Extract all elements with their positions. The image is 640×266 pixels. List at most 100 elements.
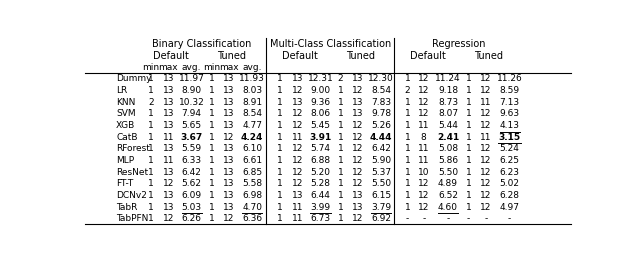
Text: 1: 1	[148, 121, 154, 130]
Text: 13: 13	[291, 74, 303, 83]
Text: 13: 13	[223, 179, 234, 188]
Text: 2.41: 2.41	[437, 133, 459, 142]
Text: 12: 12	[480, 156, 492, 165]
Text: 1: 1	[337, 202, 343, 211]
Text: 5.62: 5.62	[182, 179, 202, 188]
Text: 5.50: 5.50	[371, 179, 391, 188]
Text: 12: 12	[480, 109, 492, 118]
Text: 6.85: 6.85	[242, 168, 262, 177]
Text: 1: 1	[277, 133, 283, 142]
Text: 1: 1	[465, 202, 471, 211]
Text: 12: 12	[352, 133, 364, 142]
Text: 12.30: 12.30	[368, 74, 394, 83]
Text: 13: 13	[223, 202, 234, 211]
Text: 6.28: 6.28	[500, 191, 520, 200]
Text: 5.59: 5.59	[182, 144, 202, 153]
Text: 1: 1	[465, 133, 471, 142]
Text: 13: 13	[291, 191, 303, 200]
Text: KNN: KNN	[116, 98, 136, 107]
Text: 13: 13	[223, 121, 234, 130]
Text: 12: 12	[480, 121, 492, 130]
Text: 13: 13	[163, 121, 174, 130]
Text: 1: 1	[148, 214, 154, 223]
Text: 1: 1	[277, 214, 283, 223]
Text: 8.54: 8.54	[242, 109, 262, 118]
Text: 12: 12	[292, 144, 303, 153]
Text: 13: 13	[223, 168, 234, 177]
Text: 13: 13	[163, 191, 174, 200]
Text: 1: 1	[209, 98, 214, 107]
Text: 13: 13	[163, 202, 174, 211]
Text: 1: 1	[465, 191, 471, 200]
Text: Default: Default	[282, 51, 318, 61]
Text: 12: 12	[418, 109, 429, 118]
Text: 1: 1	[337, 109, 343, 118]
Text: 13: 13	[223, 156, 234, 165]
Text: 12: 12	[480, 179, 492, 188]
Text: 2: 2	[337, 74, 343, 83]
Text: 3.67: 3.67	[180, 133, 203, 142]
Text: 13: 13	[223, 74, 234, 83]
Text: 12: 12	[480, 191, 492, 200]
Text: 12: 12	[352, 168, 364, 177]
Text: 6.88: 6.88	[310, 156, 331, 165]
Text: 5.45: 5.45	[310, 121, 331, 130]
Text: 5.58: 5.58	[242, 179, 262, 188]
Text: 8.06: 8.06	[310, 109, 331, 118]
Text: 1: 1	[404, 109, 410, 118]
Text: 5.26: 5.26	[371, 121, 391, 130]
Text: Default: Default	[410, 51, 445, 61]
Text: 1: 1	[277, 86, 283, 95]
Text: 6.25: 6.25	[500, 156, 520, 165]
Text: 1: 1	[148, 179, 154, 188]
Text: 11.26: 11.26	[497, 74, 522, 83]
Text: MLP: MLP	[116, 156, 134, 165]
Text: 12: 12	[480, 86, 492, 95]
Text: 1: 1	[209, 214, 214, 223]
Text: 13: 13	[163, 74, 174, 83]
Text: 5.08: 5.08	[438, 144, 458, 153]
Text: 11: 11	[480, 98, 492, 107]
Text: 4.13: 4.13	[500, 121, 520, 130]
Text: 6.26: 6.26	[182, 214, 202, 223]
Text: 10.32: 10.32	[179, 98, 204, 107]
Text: 13: 13	[223, 109, 234, 118]
Text: RForest: RForest	[116, 144, 150, 153]
Text: 1: 1	[148, 156, 154, 165]
Text: 1: 1	[465, 168, 471, 177]
Text: 5.02: 5.02	[500, 179, 520, 188]
Text: 13: 13	[223, 144, 234, 153]
Text: 5.03: 5.03	[182, 202, 202, 211]
Text: 5.90: 5.90	[371, 156, 391, 165]
Text: 1: 1	[404, 202, 410, 211]
Text: 12: 12	[352, 86, 364, 95]
Text: TabR: TabR	[116, 202, 138, 211]
Text: max: max	[219, 63, 239, 72]
Text: 10: 10	[418, 168, 429, 177]
Text: 11: 11	[291, 202, 303, 211]
Text: 8.54: 8.54	[371, 86, 391, 95]
Text: 5.86: 5.86	[438, 156, 458, 165]
Text: 12: 12	[292, 86, 303, 95]
Text: 1: 1	[148, 74, 154, 83]
Text: 4.24: 4.24	[241, 133, 263, 142]
Text: LR: LR	[116, 86, 127, 95]
Text: 1: 1	[404, 168, 410, 177]
Text: -: -	[467, 214, 470, 223]
Text: 12: 12	[480, 202, 492, 211]
Text: 1: 1	[209, 144, 214, 153]
Text: 6.10: 6.10	[242, 144, 262, 153]
Text: 1: 1	[277, 191, 283, 200]
Text: 8: 8	[421, 133, 427, 142]
Text: 12: 12	[418, 191, 429, 200]
Text: 13: 13	[291, 98, 303, 107]
Text: 12: 12	[292, 179, 303, 188]
Text: 6.98: 6.98	[242, 191, 262, 200]
Text: 1: 1	[209, 156, 214, 165]
Text: 12: 12	[292, 156, 303, 165]
Text: 1: 1	[277, 179, 283, 188]
Text: 9.00: 9.00	[310, 86, 331, 95]
Text: 12: 12	[223, 133, 234, 142]
Text: 11.97: 11.97	[179, 74, 205, 83]
Text: 12: 12	[480, 74, 492, 83]
